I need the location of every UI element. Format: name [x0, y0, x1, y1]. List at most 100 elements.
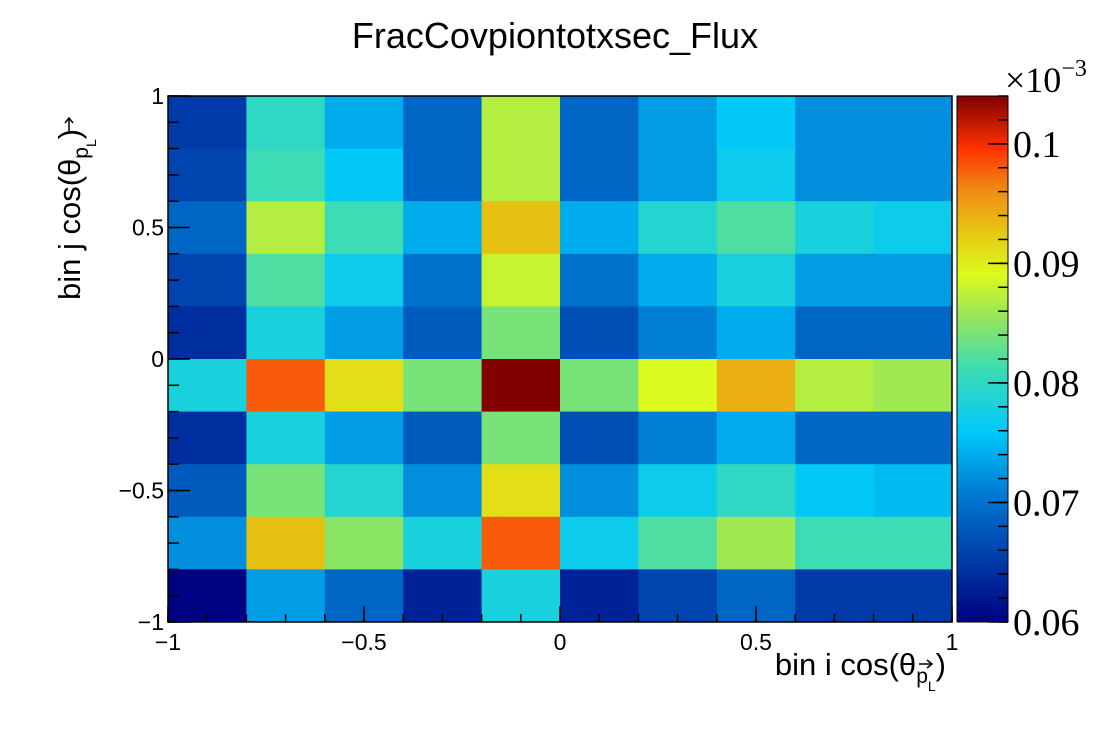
colorbar-tick-label: 0.08: [1013, 363, 1080, 405]
heatmap-cell: [795, 464, 875, 518]
x-tick-label: 1: [946, 629, 959, 655]
heatmap-cell: [168, 96, 247, 150]
heatmap-cell: [638, 411, 718, 465]
heatmap-cell: [560, 253, 639, 307]
heatmap-cell: [873, 411, 953, 465]
heatmap-cell: [560, 96, 639, 150]
y-axis-label-close: ): [52, 129, 87, 139]
heatmap-cell: [716, 96, 796, 150]
y-tick-label: 0: [151, 346, 164, 372]
heatmap-cell: [560, 201, 639, 255]
y-axis-label-arrow: [64, 116, 74, 131]
heatmap-cell: [716, 411, 796, 465]
colorbar-tick-label: 0.06: [1013, 602, 1080, 644]
heatmap-cell: [324, 516, 404, 570]
heatmap-cell: [638, 516, 718, 570]
heatmap-cell: [168, 569, 247, 623]
colorbar-ticks: 0.06 0.07 0.08 0.09 0.1: [988, 95, 1080, 644]
x-tick-label: 0: [554, 629, 567, 655]
heatmap-cell: [795, 359, 875, 413]
heatmap-cell: [795, 516, 875, 570]
heatmap-cell: [638, 96, 718, 150]
heatmap-cell: [481, 359, 561, 413]
heatmap-cell: [168, 516, 247, 570]
heatmap-cell: [638, 253, 718, 307]
heatmap-cell: [403, 359, 483, 413]
heatmap-cell: [324, 96, 404, 150]
heatmap-cell: [716, 516, 796, 570]
heatmap-cell: [481, 516, 561, 570]
heatmap-cell: [560, 359, 639, 413]
heatmap-cell: [795, 411, 875, 465]
heatmap-cell: [481, 201, 561, 255]
y-tick-label: 1: [151, 83, 164, 109]
heatmap-cell: [716, 464, 796, 518]
colorbar-exponent-power: −3: [1061, 56, 1087, 82]
heatmap-cell: [246, 306, 326, 360]
x-tick-label: 0.5: [740, 629, 772, 655]
heatmap-cell: [795, 253, 875, 307]
x-tick-label: −1: [155, 629, 181, 655]
heatmap-cell: [873, 516, 953, 570]
heatmap-cell: [795, 96, 875, 150]
heatmap-cell: [246, 359, 326, 413]
heatmap-cell: [403, 411, 483, 465]
heatmap-cell: [481, 411, 561, 465]
y-axis-ticks: −1 −0.5 0 0.5 1: [119, 83, 190, 635]
heatmap-cell: [481, 96, 561, 150]
heatmap-cell: [638, 359, 718, 413]
heatmap-cell: [324, 201, 404, 255]
heatmap-cell: [403, 516, 483, 570]
x-axis-label-subsub: L: [928, 678, 936, 694]
heatmap-cell: [246, 411, 326, 465]
heatmap-cell: [246, 516, 326, 570]
heatmap-cell: [638, 201, 718, 255]
heatmap-cell: [716, 359, 796, 413]
heatmap-cell: [403, 464, 483, 518]
heatmap-cell: [873, 201, 953, 255]
heatmap-cell: [560, 569, 639, 623]
heatmap-cell: [795, 201, 875, 255]
colorbar-exponent: ×10−3: [1005, 56, 1087, 100]
y-axis-label: bin j cos(θpL): [52, 129, 99, 300]
heatmap-cell: [246, 464, 326, 518]
heatmap-cells: [168, 96, 953, 623]
colorbar-tick-label: 0.07: [1013, 482, 1080, 524]
heatmap-cell: [873, 306, 953, 360]
y-tick-label: −1: [138, 609, 164, 635]
y-axis-label-subsub: L: [83, 139, 99, 147]
heatmap-cell: [873, 96, 953, 150]
heatmap-cell: [246, 253, 326, 307]
heatmap-cell: [324, 306, 404, 360]
y-axis-label-text: bin j cos(θ: [52, 159, 87, 300]
heatmap-cell: [481, 569, 561, 623]
heatmap-cell: [795, 569, 875, 623]
heatmap-cell: [716, 148, 796, 202]
heatmap-cell: [403, 253, 483, 307]
heatmap-cell: [168, 253, 247, 307]
heatmap-cell: [246, 148, 326, 202]
heatmap-cell: [560, 148, 639, 202]
heatmap-cell: [873, 253, 953, 307]
heatmap-cell: [403, 148, 483, 202]
heatmap-cell: [324, 464, 404, 518]
heatmap-cell: [324, 148, 404, 202]
heatmap-cell: [873, 464, 953, 518]
heatmap-cell: [716, 306, 796, 360]
heatmap-cell: [638, 148, 718, 202]
chart-title: FracCovpiontotxsec_Flux: [352, 15, 758, 56]
heatmap-cell: [168, 411, 247, 465]
y-tick-label: 0.5: [132, 215, 164, 241]
heatmap-cell: [560, 306, 639, 360]
x-axis-label-sub: p: [916, 665, 928, 688]
heatmap-cell: [246, 201, 326, 255]
heatmap-cell: [873, 569, 953, 623]
heatmap-cell: [324, 253, 404, 307]
x-axis-ticks: −1 −0.5 0 0.5 1: [155, 606, 959, 655]
heatmap-cell: [560, 411, 639, 465]
heatmap-cell: [873, 359, 953, 413]
heatmap-cell: [795, 306, 875, 360]
heatmap-cell: [481, 253, 561, 307]
heatmap-cell: [481, 148, 561, 202]
heatmap-cell: [324, 411, 404, 465]
